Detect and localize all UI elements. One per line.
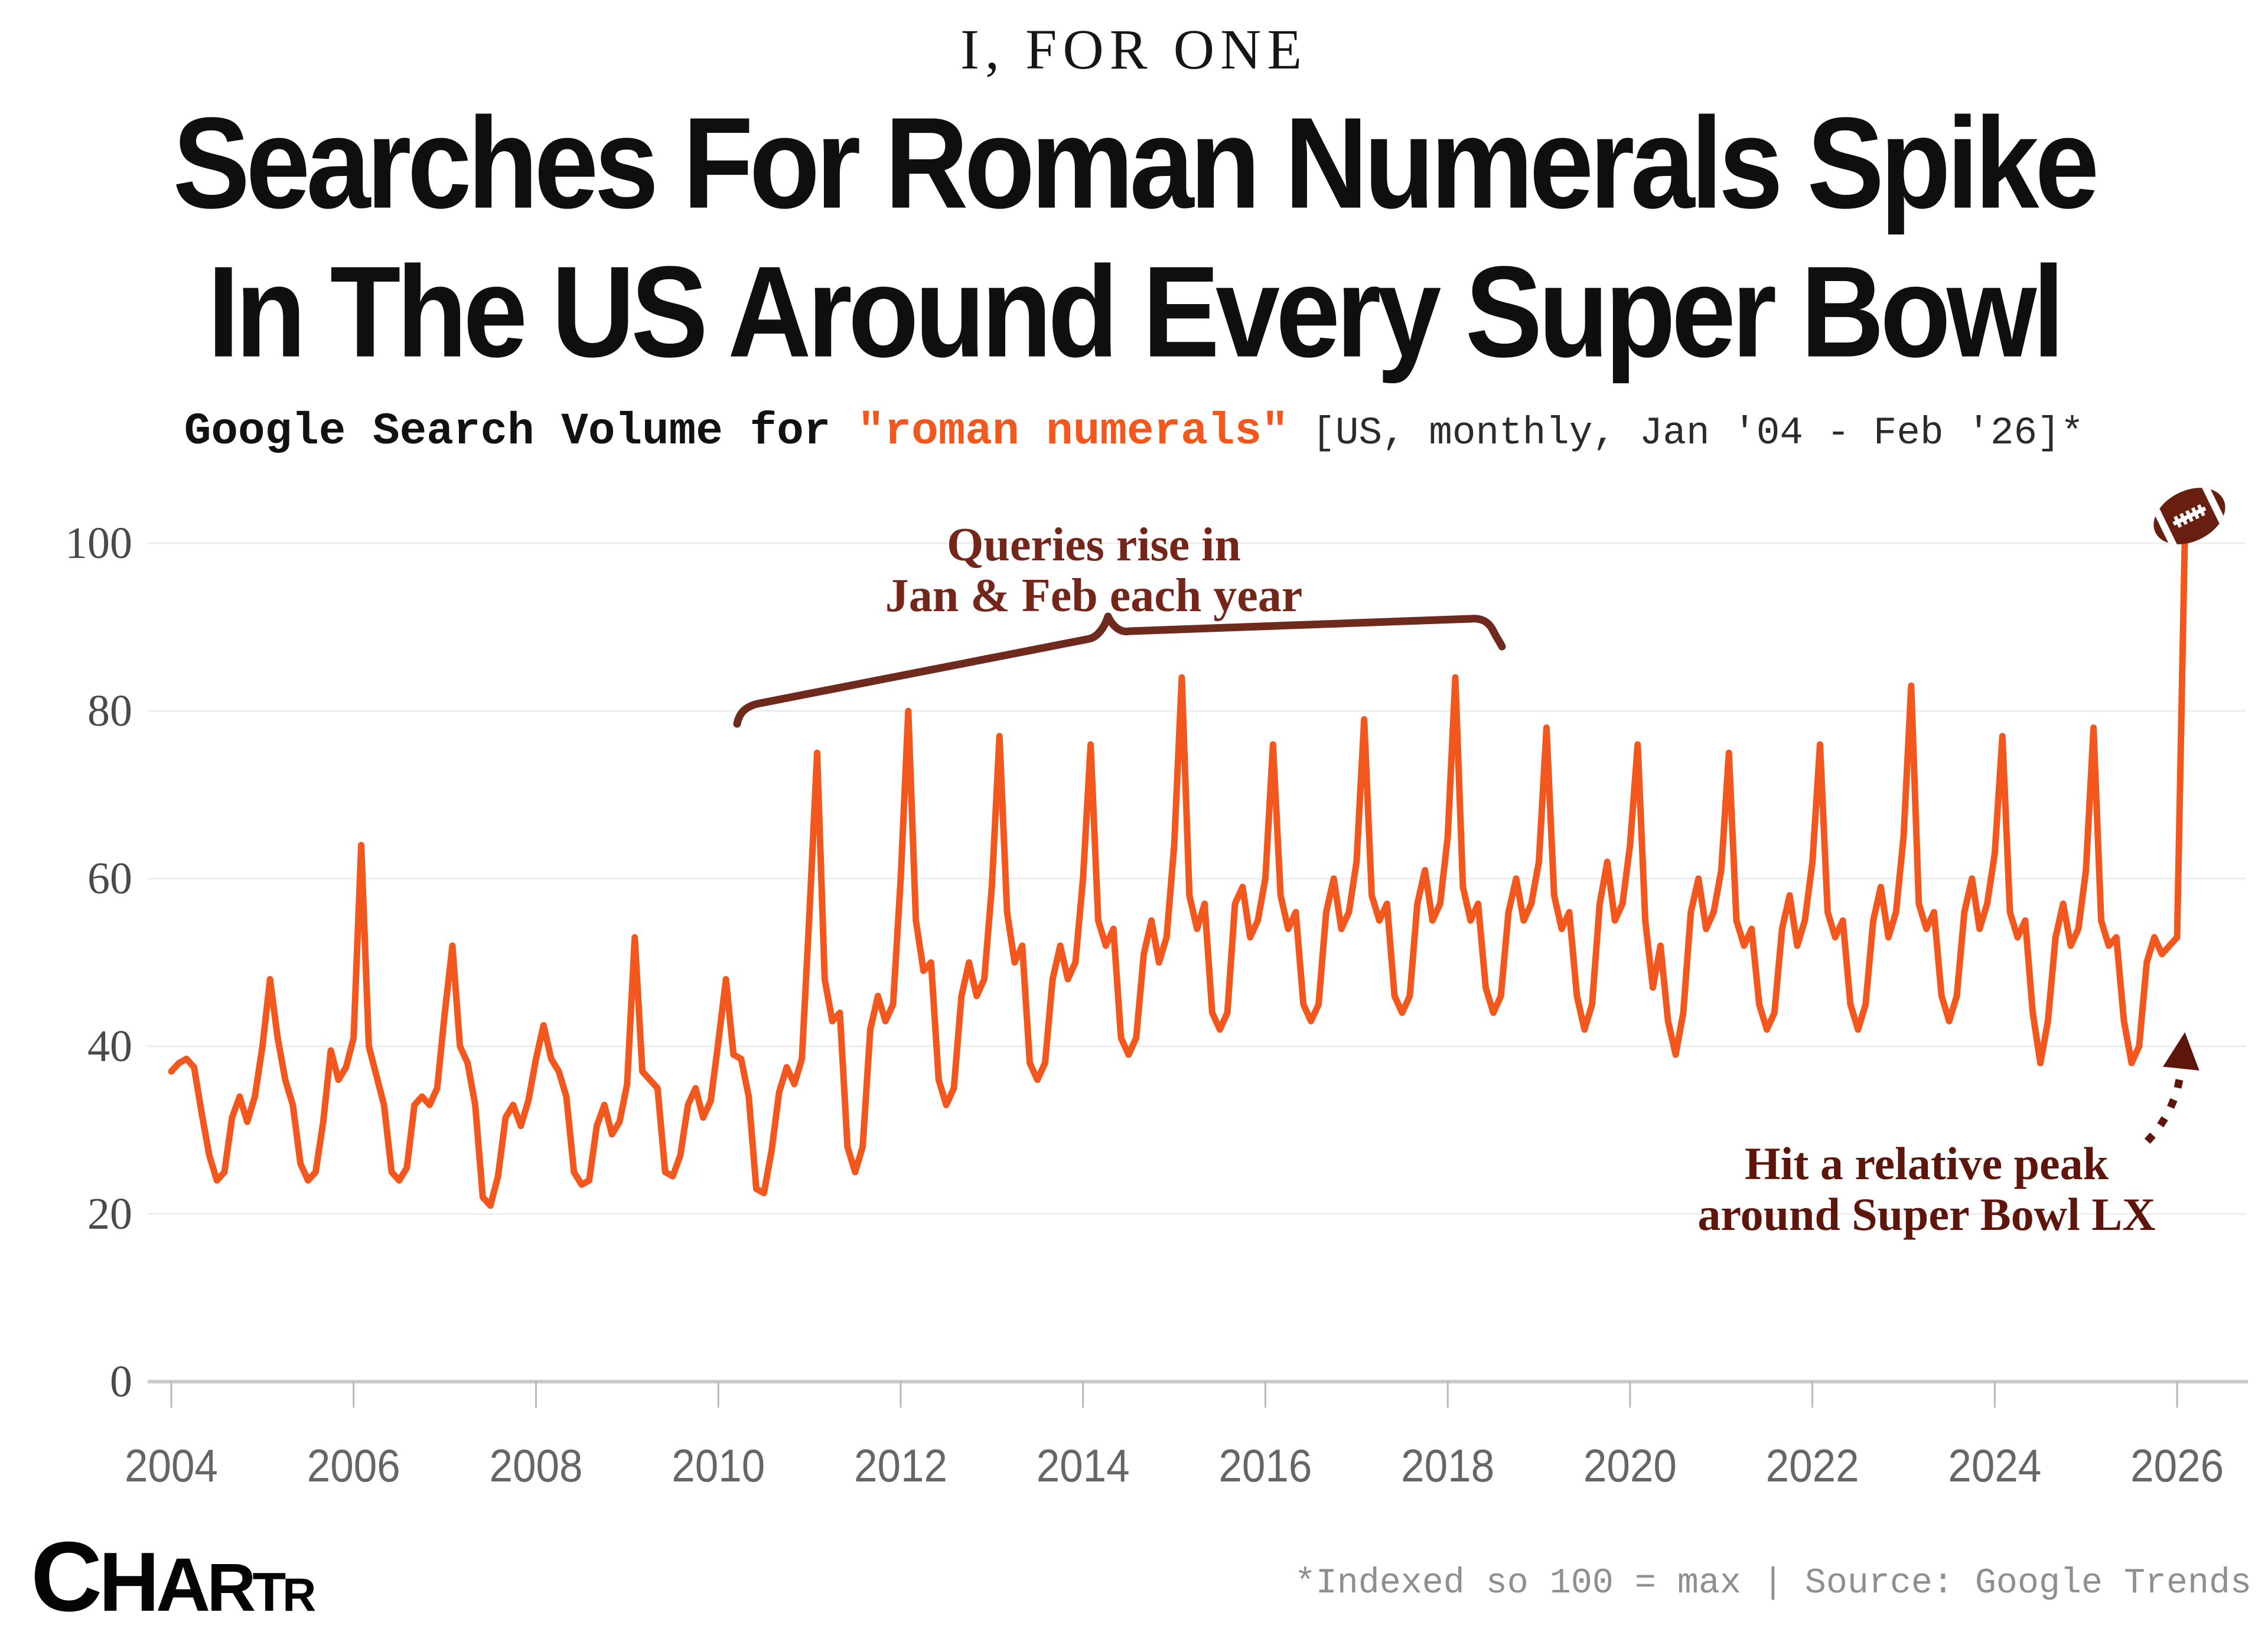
curly-brace xyxy=(733,612,1506,728)
y-axis-tick-label: 40 xyxy=(87,1021,132,1071)
y-axis-tick-label: 80 xyxy=(87,686,132,736)
chart-subtitle: Google Search Volume for "roman numerals… xyxy=(0,406,2268,457)
page-title-line2: In The US Around Every Super Bowl xyxy=(207,239,2065,384)
x-axis-tick-label: 2022 xyxy=(1766,1440,1859,1491)
x-axis-tick-label: 2026 xyxy=(2130,1440,2224,1491)
page-title-line1: Searches For Roman Numerals Spike xyxy=(172,90,2100,236)
arrowhead-icon xyxy=(2163,1032,2199,1071)
kicker: I, FOR ONE xyxy=(960,18,1308,81)
x-axis xyxy=(148,1380,2248,1408)
trend-line xyxy=(168,540,2188,1209)
x-axis-tick-label: 2008 xyxy=(489,1440,582,1491)
x-axis-tick-label: 2006 xyxy=(307,1440,400,1491)
chartr-logo: CHARTR xyxy=(31,1521,316,1632)
chartr-logo-letter: T xyxy=(252,1561,286,1623)
y-axis-tick-label: 100 xyxy=(65,518,132,568)
x-axis-tick-label: 2012 xyxy=(854,1440,947,1491)
annotation-peak-line2: around Super Bowl LX xyxy=(1697,1189,2156,1240)
x-axis-tick-label: 2020 xyxy=(1583,1440,1677,1491)
annotation-peak-line1: Hit a relative peak xyxy=(1745,1138,2109,1189)
chartr-logo-letter: A xyxy=(155,1543,210,1627)
annotation-queries-line2: Jan & Feb each year xyxy=(885,570,1303,622)
annotation-peak: Hit a relative peak around Super Bowl LX xyxy=(1602,1138,2251,1240)
chartr-logo-letter: R xyxy=(282,1568,316,1621)
axis-labels: 0 20 40 60 80 100 2004 2006 2008 2010 2012 2014 2016… xyxy=(65,518,2224,1491)
subtitle-search-term: "roman numerals" xyxy=(857,406,1289,457)
y-axis-tick-label: 20 xyxy=(87,1189,132,1239)
chartr-logo-letter: R xyxy=(207,1550,256,1626)
football-icon xyxy=(2149,477,2230,555)
x-axis-tick-label: 2010 xyxy=(672,1440,765,1491)
x-axis-tick-label: 2024 xyxy=(1948,1440,2041,1491)
footer-note: *Indexed so 100 = max | Source: Google T… xyxy=(1294,1564,2251,1604)
y-axis-tick-label: 0 xyxy=(110,1357,132,1406)
x-axis-tick-label: 2004 xyxy=(125,1440,218,1491)
subtitle-qualifier: [US, monthly, Jan '04 - Feb '26]* xyxy=(1288,411,2084,455)
chartr-logo-letter: H xyxy=(99,1535,159,1629)
subtitle-prefix: Google Search Volume for xyxy=(184,406,858,457)
x-axis-tick-label: 2014 xyxy=(1037,1440,1130,1491)
chartr-logo-letter: C xyxy=(31,1521,102,1632)
annotation-queries: Queries rise in Jan & Feb each year xyxy=(739,520,1448,621)
x-axis-tick-label: 2018 xyxy=(1401,1440,1494,1491)
annotation-queries-line1: Queries rise in xyxy=(947,519,1241,571)
x-axis-tick-label: 2016 xyxy=(1218,1440,1312,1491)
y-axis-tick-label: 60 xyxy=(87,854,132,903)
gridlines xyxy=(148,542,2246,1215)
